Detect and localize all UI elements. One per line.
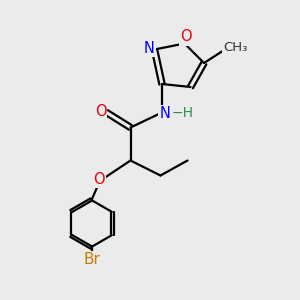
Text: CH₃: CH₃ [223, 40, 248, 54]
Text: N: N [144, 41, 154, 56]
Text: Br: Br [83, 252, 100, 267]
Text: N: N [160, 106, 170, 121]
Text: O: O [180, 29, 192, 44]
Text: O: O [95, 103, 106, 118]
Text: O: O [93, 172, 105, 187]
Text: −H: −H [171, 106, 194, 120]
